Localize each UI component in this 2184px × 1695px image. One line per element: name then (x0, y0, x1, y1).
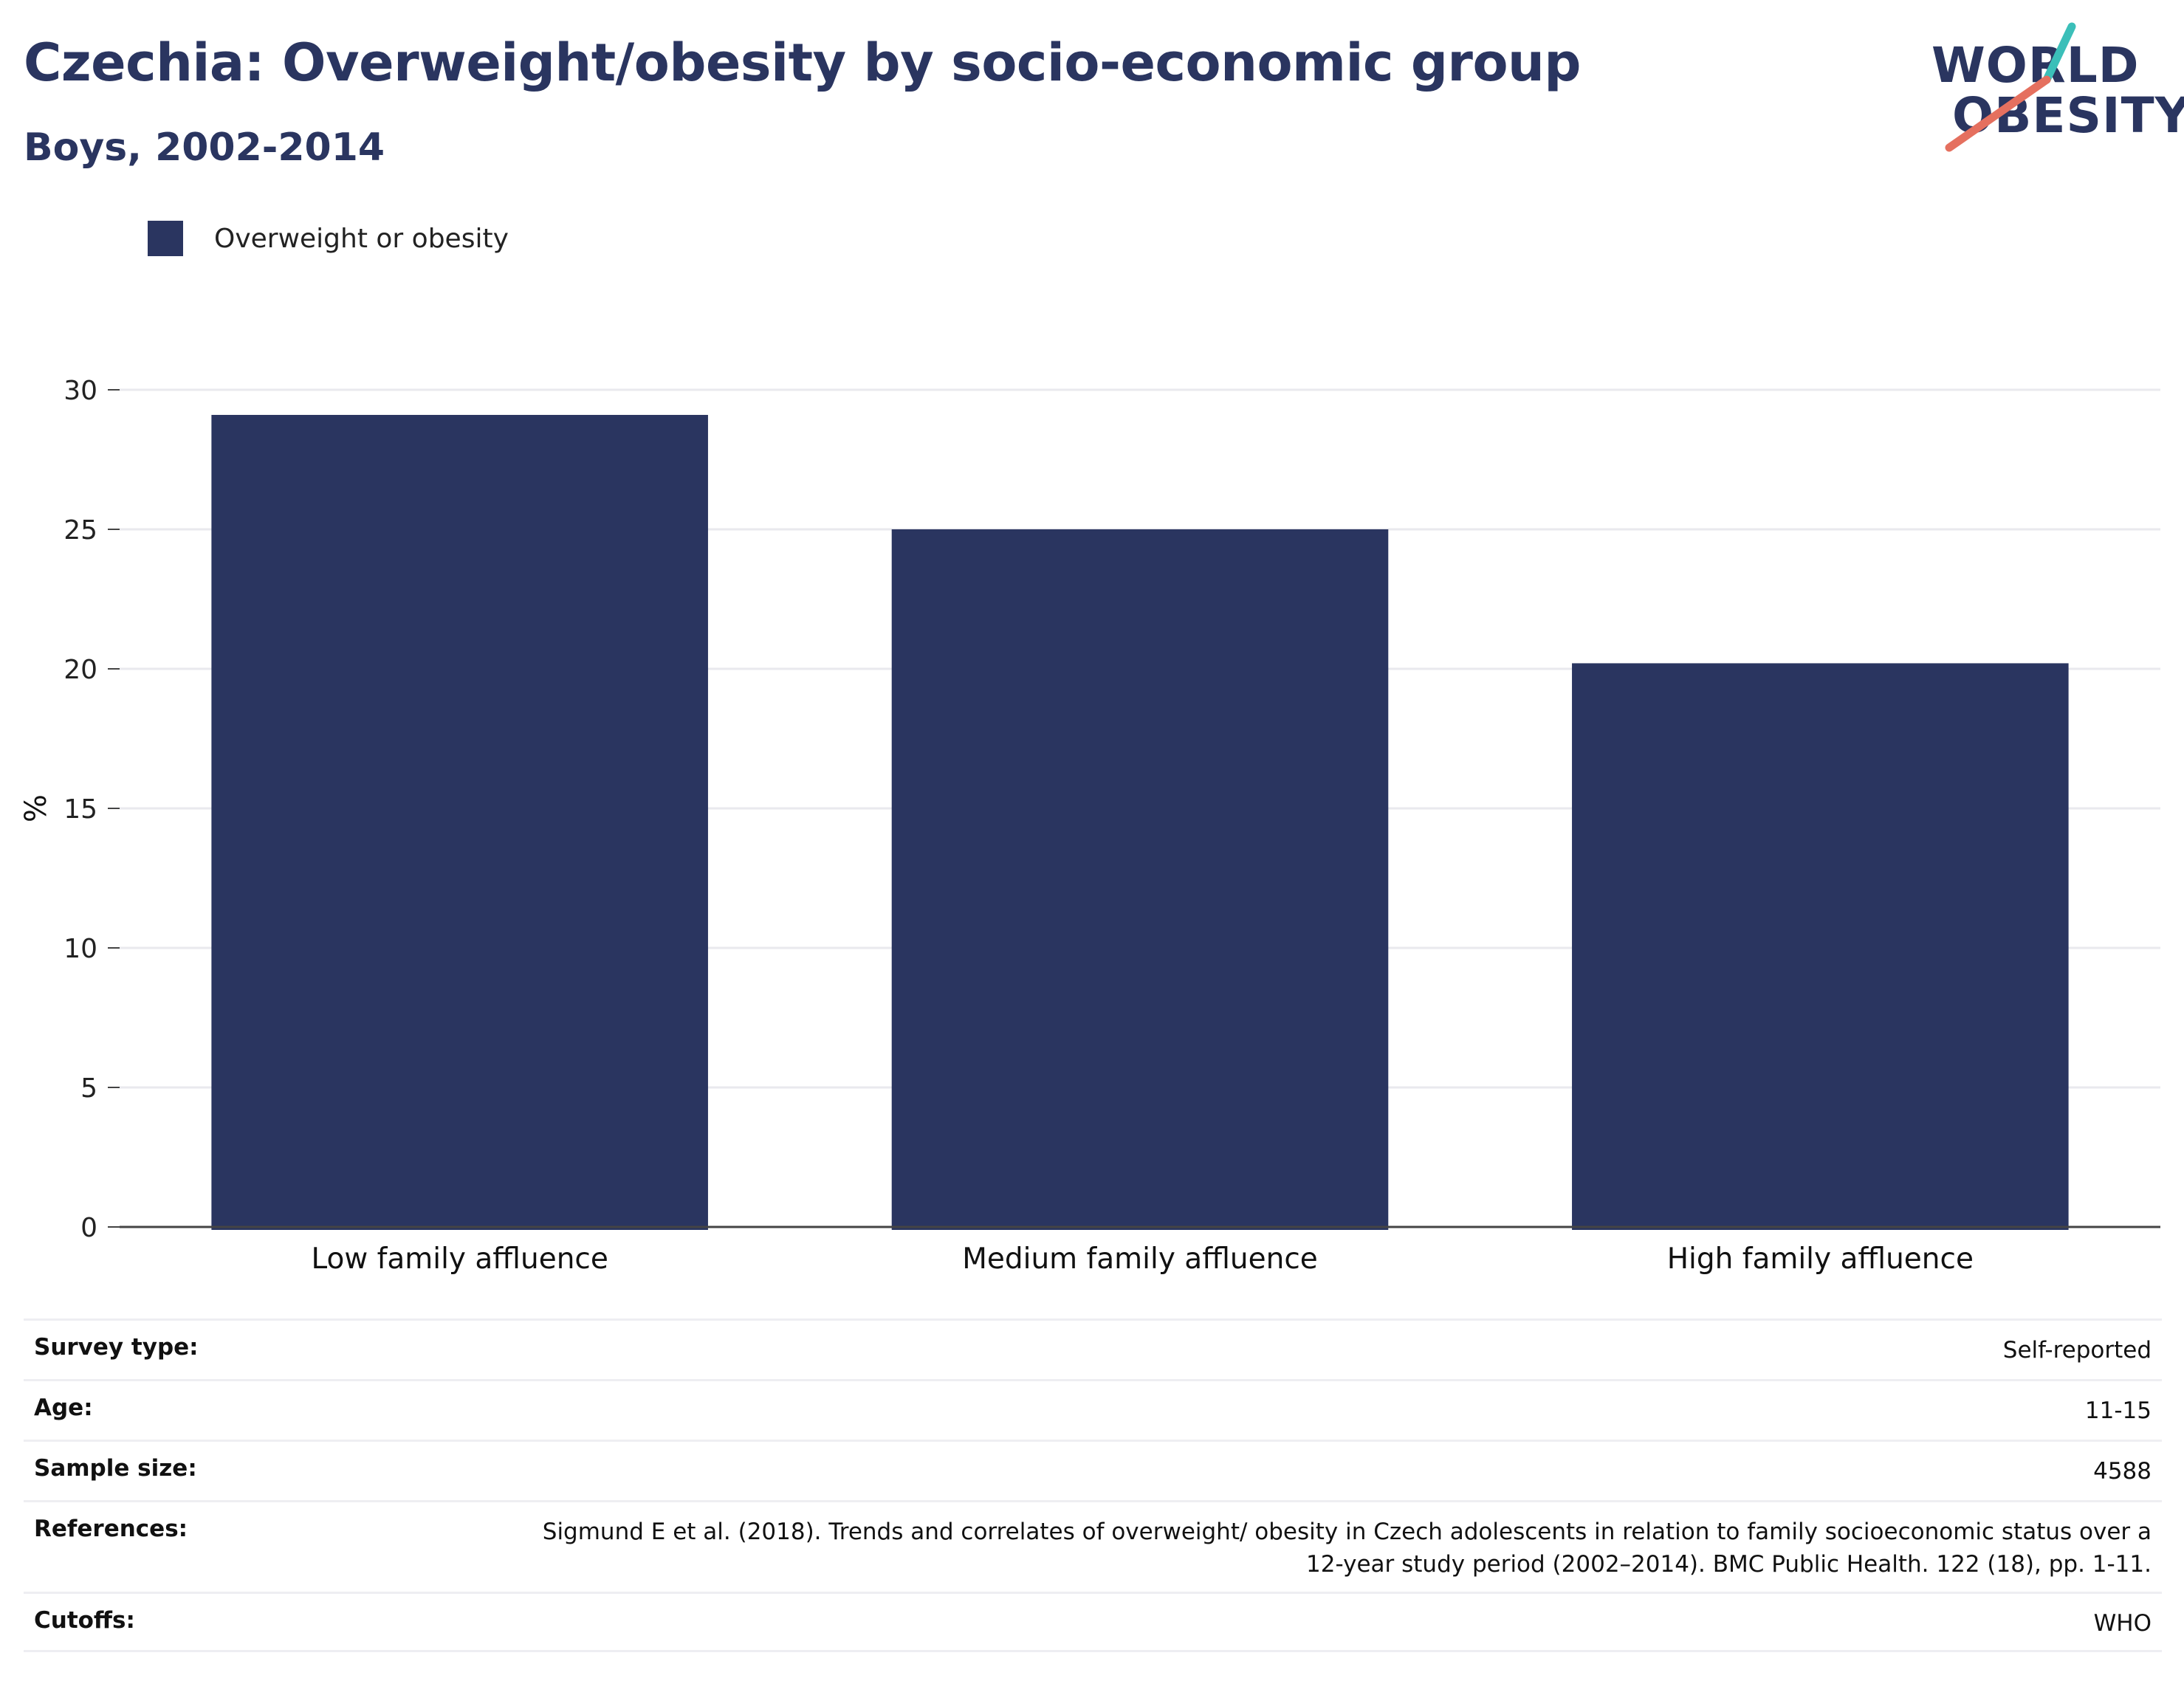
bar-low-family-affluence (211, 415, 708, 1230)
logo-slash-icon (1945, 22, 2076, 152)
y-tick-label: 0 (80, 1213, 97, 1243)
x-tick-label: Medium family affluence (962, 1242, 1318, 1276)
info-key: Age: (34, 1395, 93, 1421)
info-value: Self-reported (2002, 1337, 2152, 1364)
y-tick-label: 25 (63, 515, 97, 546)
y-tick-label: 5 (80, 1073, 97, 1104)
chart-subtitle: Boys, 2002-2014 (24, 126, 385, 170)
y-tick-label: 30 (63, 376, 97, 406)
info-value: 11-15 (2084, 1397, 2152, 1424)
info-row-references: References: Sigmund E et al. (2018). Tre… (24, 1500, 2162, 1592)
bar-high-family-affluence (1572, 663, 2069, 1230)
survey-info-table: Survey type: Self-reported Age: 11-15 Sa… (24, 1318, 2162, 1652)
info-value: WHO (2093, 1610, 2152, 1637)
chart-legend: Overweight or obesity (148, 220, 509, 257)
info-row-cutoffs: Cutoffs: WHO (24, 1592, 2162, 1652)
info-row-sample-size: Sample size: 4588 (24, 1440, 2162, 1500)
info-row-age: Age: 11-15 (24, 1379, 2162, 1440)
info-key: Sample size: (34, 1455, 197, 1482)
y-tick-label: 15 (63, 794, 97, 825)
bar-chart: 0 5 10 15 20 25 30 Low family affluence Medium … (19, 376, 2160, 1276)
chart-title: Czechia: Overweight/obesity by socio-eco… (24, 32, 1582, 93)
info-key: References: (34, 1516, 188, 1542)
legend-label: Overweight or obesity (214, 223, 509, 254)
y-tick-label: 10 (63, 934, 97, 964)
bars (211, 415, 2069, 1230)
x-tick-label: High family affluence (1667, 1242, 1974, 1276)
info-value: Sigmund E et al. (2018). Trends and corr… (542, 1519, 2152, 1578)
x-axis-labels: Low family affluence Medium family afflue… (311, 1242, 1974, 1276)
y-tick-label: 20 (63, 655, 97, 685)
info-value: 4588 (2093, 1458, 2152, 1485)
bar-medium-family-affluence (891, 529, 1389, 1230)
x-tick-label: Low family affluence (311, 1242, 608, 1276)
world-obesity-logo: WORLD OBESITY (1920, 22, 2184, 155)
info-key: Cutoffs: (34, 1607, 135, 1634)
y-axis-title: % (19, 794, 53, 822)
info-key: Survey type: (34, 1334, 199, 1361)
legend-swatch (148, 221, 183, 256)
info-row-survey-type: Survey type: Self-reported (24, 1318, 2162, 1379)
y-axis-ticks: 0 5 10 15 20 25 30 (63, 376, 120, 1243)
